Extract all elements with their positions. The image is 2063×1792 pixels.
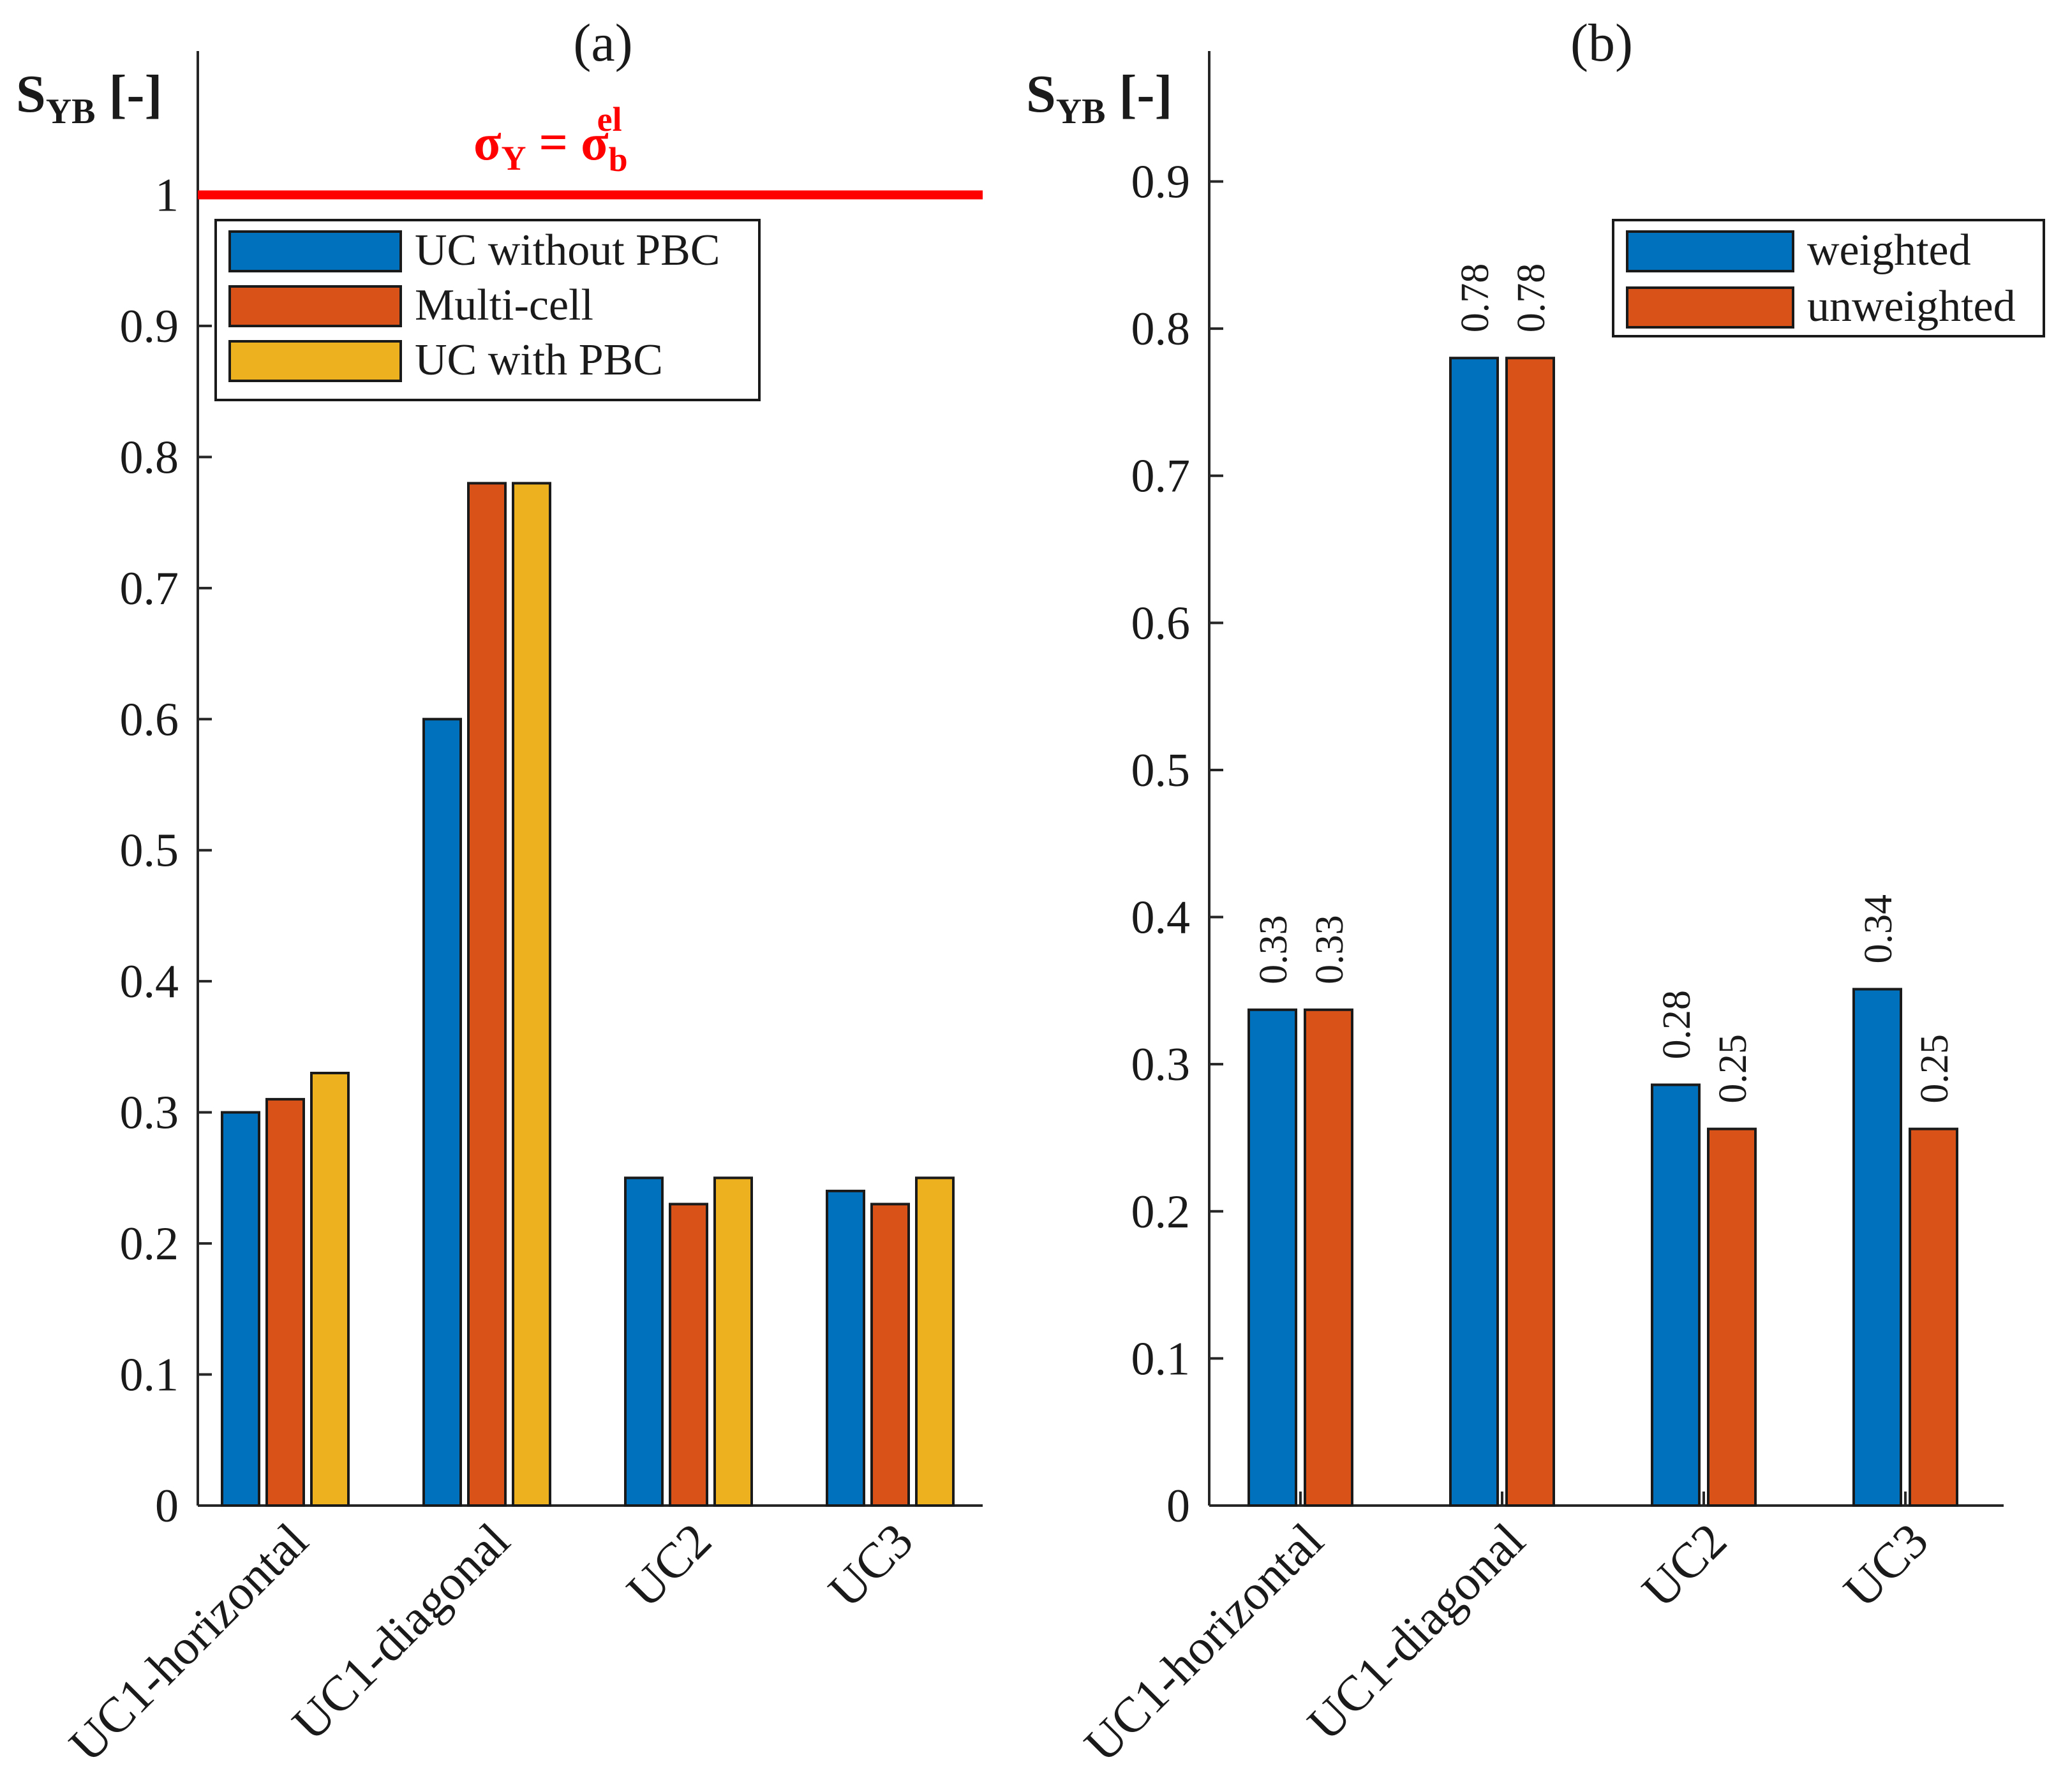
y-tick-label: 0.5 bbox=[1131, 744, 1191, 797]
legend-swatch bbox=[228, 285, 402, 327]
reference-line-label: σY = σb bbox=[473, 115, 628, 179]
y-axis-label: SYB [-] bbox=[16, 64, 162, 131]
bar bbox=[1449, 357, 1499, 1507]
bar bbox=[1707, 1127, 1757, 1507]
bar bbox=[915, 1176, 955, 1507]
y-tick-label: 0.8 bbox=[120, 431, 179, 484]
y-tick-label: 0.4 bbox=[1131, 892, 1191, 944]
reference-line-label-sup: el bbox=[597, 100, 622, 138]
legend-swatch bbox=[228, 230, 402, 272]
x-tick-label: UC3 bbox=[817, 1513, 923, 1618]
bar bbox=[624, 1176, 664, 1507]
y-tick-label: 0.2 bbox=[1131, 1186, 1191, 1238]
data-label: 0.25 bbox=[1913, 1034, 1956, 1104]
bar bbox=[467, 482, 507, 1507]
y-tick-label: 0.6 bbox=[1131, 597, 1191, 649]
legend-entry: UC without PBC bbox=[415, 226, 720, 275]
y-tick-label: 0.9 bbox=[1131, 156, 1191, 208]
legend-swatch bbox=[1626, 230, 1794, 272]
bar bbox=[826, 1189, 865, 1507]
x-tick-label: UC2 bbox=[1631, 1513, 1737, 1618]
bar bbox=[1852, 988, 1902, 1507]
bar bbox=[1651, 1083, 1701, 1507]
legend-entry: UC with PBC bbox=[415, 336, 663, 385]
chart-panel-b: (b) SYB [-] 0 0.1 0.2 0.3 0.4 0.5 0.6 0.7 0.8 0.9 UC… bbox=[1026, 13, 2045, 1773]
y-tick-label: 0.9 bbox=[120, 300, 179, 353]
bar bbox=[870, 1203, 910, 1507]
bar bbox=[422, 718, 462, 1507]
y-tick-label: 0.6 bbox=[120, 693, 179, 746]
legend: UC without PBC Multi-cell UC with PBC bbox=[214, 219, 761, 401]
data-label: 0.78 bbox=[1454, 263, 1497, 333]
legend-swatch bbox=[1626, 286, 1794, 329]
data-label: 0.33 bbox=[1308, 915, 1352, 984]
chart-panel-a: (a)SYB [-]00.10.20.30.40.50.60.70.80.91U… bbox=[16, 13, 983, 1772]
legend-entry: unweighted bbox=[1807, 282, 2016, 331]
y-tick-label: 0.2 bbox=[120, 1218, 179, 1270]
legend-entry: weighted bbox=[1807, 226, 1971, 275]
x-tick-label: UC1-diagonal bbox=[1297, 1513, 1535, 1751]
bar bbox=[1247, 1008, 1297, 1507]
data-label: 0.78 bbox=[1510, 263, 1553, 333]
panel-title: (b) bbox=[1570, 13, 1633, 73]
bar bbox=[221, 1111, 260, 1507]
y-tick-label: 0.8 bbox=[1131, 303, 1191, 355]
bar bbox=[669, 1203, 708, 1507]
y-tick-label: 0.7 bbox=[1131, 450, 1191, 503]
x-tick-label: UC1-diagonal bbox=[281, 1513, 520, 1751]
bar bbox=[512, 482, 551, 1507]
y-axis-label: SYB [-] bbox=[1026, 64, 1172, 131]
data-label: 0.28 bbox=[1655, 990, 1699, 1060]
bar bbox=[713, 1176, 753, 1507]
y-tick-label: 0.3 bbox=[1131, 1039, 1191, 1091]
data-label: 0.34 bbox=[1857, 894, 1900, 964]
x-tick-label: UC1-horizontal bbox=[1073, 1513, 1334, 1773]
y-tick-label: 0 bbox=[155, 1480, 179, 1532]
panel-title: (a) bbox=[573, 13, 632, 73]
bar bbox=[1505, 357, 1555, 1507]
y-tick-label: 0.5 bbox=[120, 825, 179, 877]
bar bbox=[265, 1098, 305, 1507]
y-tick-label: 0 bbox=[1166, 1480, 1190, 1532]
bar bbox=[1304, 1008, 1353, 1507]
y-tick-label: 0.1 bbox=[1131, 1333, 1191, 1385]
y-tick-label: 0.3 bbox=[120, 1087, 179, 1139]
x-tick-label: UC2 bbox=[616, 1513, 722, 1618]
legend: weighted unweighted bbox=[1612, 219, 2045, 337]
x-tick-label: UC1-horizontal bbox=[58, 1513, 318, 1773]
bar bbox=[310, 1072, 350, 1507]
y-tick-label: 0.4 bbox=[120, 956, 179, 1008]
y-tick-label: 0.7 bbox=[120, 563, 179, 615]
y-tick-label: 1 bbox=[155, 169, 179, 221]
data-label: 0.33 bbox=[1252, 915, 1295, 984]
y-tick-label: 0.1 bbox=[120, 1349, 179, 1402]
legend-entry: Multi-cell bbox=[415, 281, 593, 330]
bar bbox=[1909, 1127, 1958, 1507]
x-tick-label: UC3 bbox=[1833, 1513, 1939, 1618]
data-label: 0.25 bbox=[1711, 1034, 1755, 1104]
legend-swatch bbox=[228, 340, 402, 382]
